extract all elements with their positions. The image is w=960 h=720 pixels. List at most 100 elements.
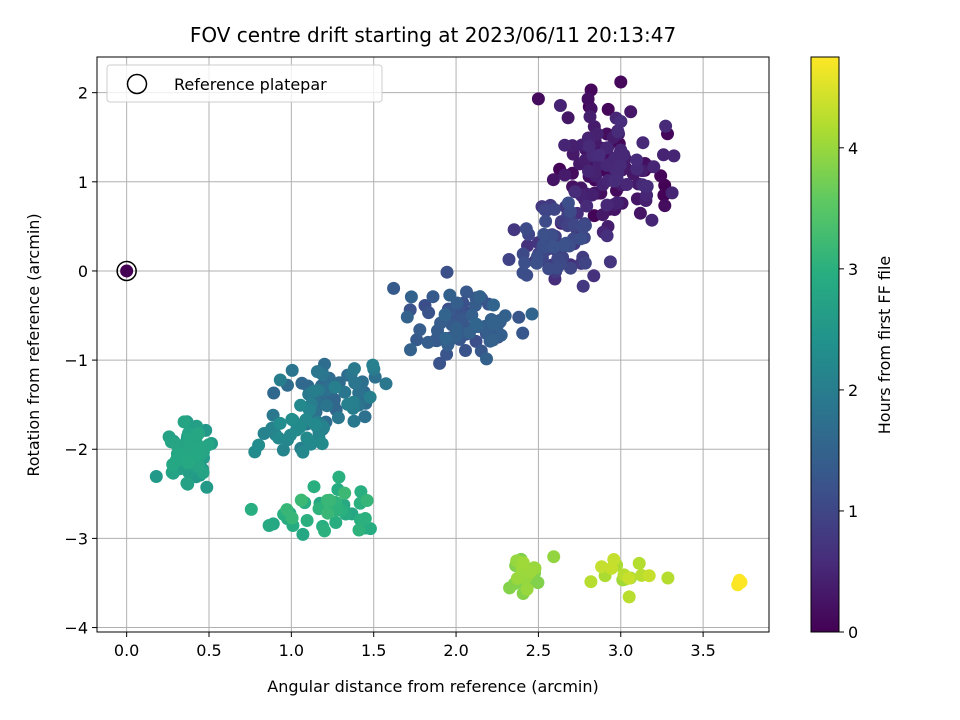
data-point [516, 266, 530, 280]
data-point [294, 493, 308, 507]
colorbar-tick-label: 2 [848, 381, 858, 400]
data-point [347, 362, 361, 376]
data-point [410, 333, 424, 347]
data-points [116, 75, 748, 604]
data-point [564, 261, 578, 275]
data-point [580, 199, 594, 213]
data-point [285, 363, 299, 377]
data-point [192, 427, 205, 441]
data-point [558, 168, 572, 182]
x-tick-label: 3.5 [690, 641, 715, 660]
data-point [553, 99, 567, 112]
data-point [654, 169, 668, 183]
data-point [329, 516, 343, 529]
x-tick-label: 2.0 [443, 641, 468, 660]
data-point [516, 326, 530, 340]
data-point [285, 412, 299, 426]
legend-box [106, 64, 383, 103]
y-axis: −4 −3 −2 −1 0 1 2 [64, 84, 97, 638]
data-point [426, 290, 440, 304]
data-point [308, 418, 322, 432]
data-point [642, 569, 656, 583]
data-point [608, 174, 622, 188]
data-point [280, 503, 294, 517]
data-point [640, 179, 654, 193]
data-point [469, 317, 483, 331]
legend-marker [126, 73, 148, 95]
data-point [360, 494, 374, 507]
data-point [636, 136, 650, 150]
data-point [614, 115, 628, 128]
data-point [537, 227, 551, 241]
data-point [610, 196, 624, 210]
data-point [273, 416, 287, 430]
colorbar: 0 1 2 3 4 Hours from first FF file [810, 56, 894, 642]
data-point [422, 306, 436, 320]
data-point [404, 343, 417, 357]
data-point [600, 198, 614, 212]
colorbar-label: Hours from first FF file [875, 256, 894, 435]
data-point [622, 590, 636, 604]
data-point [307, 480, 321, 494]
data-point [622, 571, 636, 585]
data-point [318, 524, 331, 538]
y-tick-label: 2 [78, 84, 88, 103]
data-point [459, 344, 472, 357]
data-point [320, 399, 334, 413]
data-point [595, 560, 609, 574]
data-point [587, 269, 601, 283]
data-point [503, 581, 517, 595]
data-point [498, 309, 512, 323]
data-point [630, 153, 644, 167]
data-point [558, 138, 572, 152]
data-point [542, 262, 556, 276]
data-point [519, 222, 533, 236]
data-point [166, 458, 180, 471]
data-point [617, 148, 631, 162]
data-point [480, 352, 493, 366]
data-point [582, 164, 595, 178]
data-point [630, 162, 644, 176]
data-point [181, 477, 195, 491]
data-point [387, 281, 401, 295]
x-tick-label: 3.0 [608, 641, 633, 660]
data-point [600, 229, 614, 243]
data-point [576, 221, 590, 235]
data-point [657, 148, 670, 162]
data-point [633, 206, 647, 220]
data-point [341, 397, 355, 411]
data-point [578, 256, 592, 270]
y-tick-label: −1 [64, 351, 88, 370]
data-point [366, 358, 380, 372]
colorbar-gradient [810, 56, 840, 633]
data-point [443, 288, 457, 302]
data-point [192, 459, 206, 473]
data-point [547, 202, 561, 216]
x-tick-label: 0.5 [196, 641, 221, 660]
data-point [294, 398, 308, 412]
data-point [531, 576, 545, 590]
plot-frame [96, 56, 770, 633]
data-point [539, 214, 553, 228]
data-point [328, 380, 342, 394]
data-point [315, 437, 329, 451]
data-point [624, 105, 638, 119]
data-point [358, 410, 372, 424]
data-point [296, 527, 310, 541]
data-point [438, 308, 452, 322]
data-point [252, 438, 266, 452]
data-point [433, 356, 447, 370]
data-point [516, 556, 530, 570]
data-point [267, 386, 281, 400]
data-point [734, 575, 748, 589]
data-point [561, 196, 575, 210]
data-point [659, 119, 673, 133]
data-point [332, 470, 346, 484]
data-point [592, 148, 606, 162]
data-point [547, 240, 561, 254]
data-point [585, 188, 599, 202]
data-point [244, 502, 258, 516]
data-point [486, 333, 500, 347]
data-point [352, 386, 366, 400]
